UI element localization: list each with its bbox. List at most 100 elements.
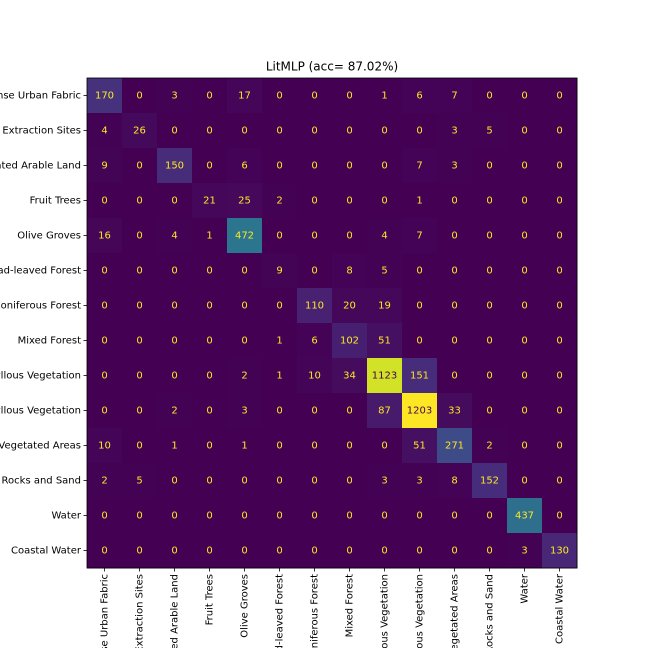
cell	[542, 533, 578, 569]
cell	[87, 148, 123, 184]
cell-label: 0	[416, 546, 422, 557]
cell	[192, 533, 228, 569]
cell-label: 3	[451, 126, 457, 137]
cell-label: 0	[521, 196, 527, 207]
cell-label: 0	[451, 336, 457, 347]
cell-label: 0	[486, 161, 492, 172]
cell-label: 0	[486, 336, 492, 347]
cell-label: 5	[381, 266, 387, 277]
cell	[262, 463, 298, 499]
cell-label: 87	[378, 406, 391, 417]
cell-label: 0	[486, 266, 492, 277]
cell-label: 0	[311, 91, 317, 102]
x-tick-label: Sparsely Vegetated Areas	[450, 574, 461, 648]
cell	[227, 148, 263, 184]
cell-label: 0	[556, 161, 562, 172]
x-tick-label: Dense Urban Fabric	[100, 574, 111, 648]
cell	[87, 498, 123, 534]
cell-label: 3	[451, 161, 457, 172]
cell	[157, 183, 193, 219]
cell	[472, 113, 508, 149]
cell-label: 0	[521, 301, 527, 312]
cell-label: 0	[241, 126, 247, 137]
cell-label: 1	[171, 441, 177, 452]
cell-label: 0	[486, 91, 492, 102]
cell-label: 2	[276, 196, 282, 207]
cell-label: 0	[241, 511, 247, 522]
cell	[437, 78, 473, 114]
cell	[472, 463, 508, 499]
cell-label: 10	[98, 441, 111, 452]
cell-label: 0	[556, 301, 562, 312]
cell	[157, 463, 193, 499]
cell-label: 0	[171, 546, 177, 557]
cell-label: 0	[311, 126, 317, 137]
cell	[507, 183, 543, 219]
cell-label: 0	[381, 161, 387, 172]
cell-label: 0	[101, 406, 107, 417]
cell-label: 0	[451, 546, 457, 557]
cell-label: 0	[136, 266, 142, 277]
x-tick-label: Olive Groves	[240, 574, 251, 638]
cell	[87, 253, 123, 289]
cell-label: 0	[346, 196, 352, 207]
cell	[437, 358, 473, 394]
cell-label: 0	[276, 161, 282, 172]
cell-label: 20	[343, 301, 356, 312]
cell-label: 0	[136, 196, 142, 207]
cell-label: 130	[550, 546, 569, 557]
cell-label: 0	[451, 266, 457, 277]
cell	[262, 113, 298, 149]
cell	[332, 183, 368, 219]
cell-label: 0	[346, 126, 352, 137]
cell	[367, 358, 403, 394]
cell	[122, 323, 158, 359]
cell-label: 5	[486, 126, 492, 137]
cell-label: 1	[416, 196, 422, 207]
y-tick-label: Sparce Sclerophyllous Vegetation	[0, 406, 81, 417]
cell-label: 0	[136, 231, 142, 242]
cell	[472, 183, 508, 219]
cell-label: 1	[276, 371, 282, 382]
cell	[332, 498, 368, 534]
x-tick-label: Water	[520, 573, 531, 603]
cell-label: 33	[448, 406, 461, 417]
cell	[437, 148, 473, 184]
cell-label: 0	[521, 476, 527, 487]
cell-label: 110	[305, 301, 324, 312]
cell-label: 2	[241, 371, 247, 382]
cell	[157, 113, 193, 149]
cell	[157, 358, 193, 394]
cell-label: 0	[276, 301, 282, 312]
cell-label: 271	[445, 441, 464, 452]
cell	[192, 428, 228, 464]
cell-label: 0	[556, 406, 562, 417]
cell-label: 0	[101, 301, 107, 312]
cell	[122, 428, 158, 464]
cell	[122, 183, 158, 219]
cell	[122, 533, 158, 569]
cell	[122, 218, 158, 254]
cell-label: 0	[206, 476, 212, 487]
cell	[332, 358, 368, 394]
cell	[367, 253, 403, 289]
cell-label: 0	[171, 266, 177, 277]
cell	[262, 148, 298, 184]
cell-label: 0	[521, 126, 527, 137]
cell-label: 0	[451, 196, 457, 207]
cell	[262, 183, 298, 219]
cell	[507, 78, 543, 114]
cell	[367, 78, 403, 114]
cell-label: 4	[381, 231, 387, 242]
chart-title: LitMLP (acc= 87.02%)	[266, 60, 398, 74]
cell	[542, 253, 578, 289]
cell	[192, 218, 228, 254]
cell-label: 0	[276, 546, 282, 557]
cell-label: 152	[480, 476, 499, 487]
cell	[507, 288, 543, 324]
cell	[472, 428, 508, 464]
cell	[367, 498, 403, 534]
cell	[507, 533, 543, 569]
cell-label: 0	[101, 336, 107, 347]
cell-label: 1	[206, 231, 212, 242]
